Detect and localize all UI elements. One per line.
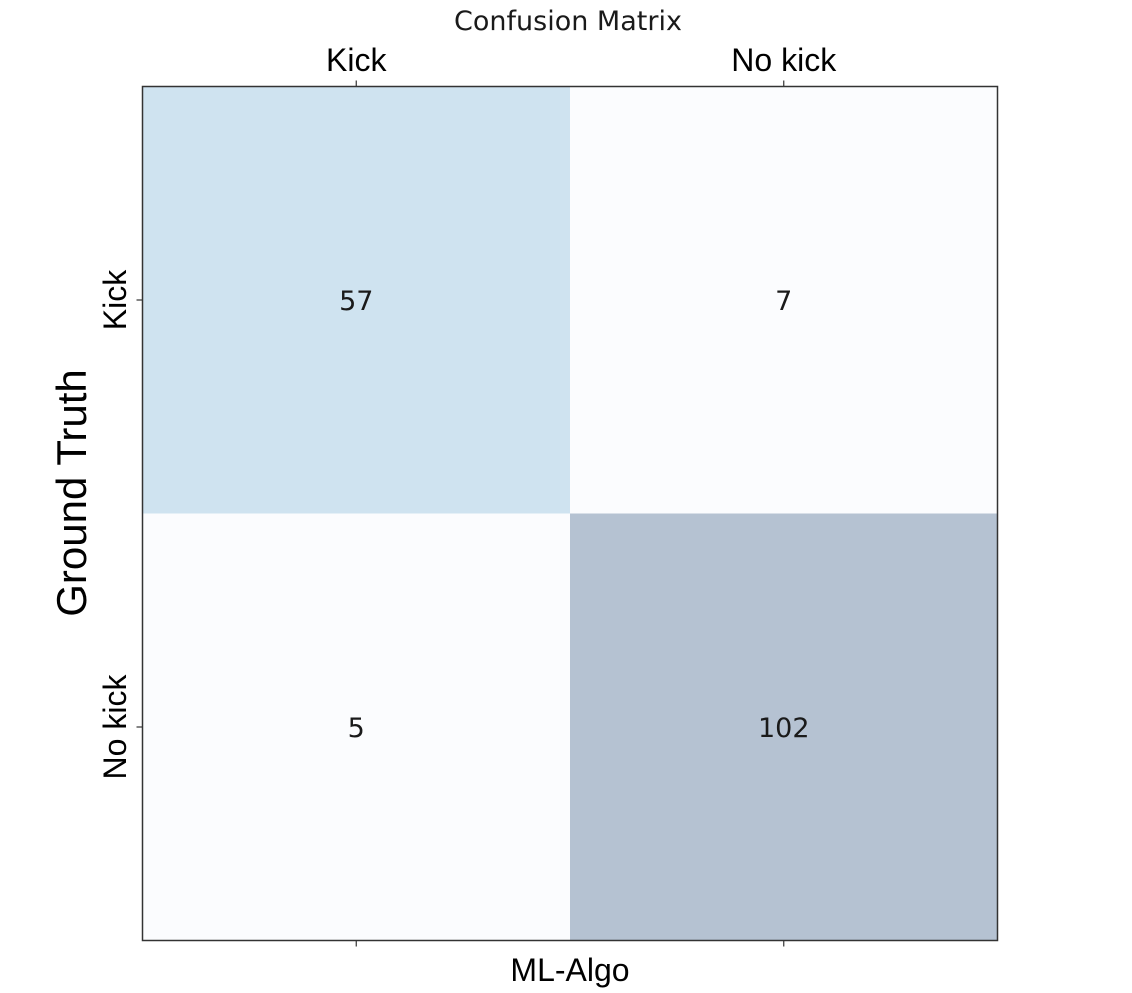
cell-value-label: 57: [339, 286, 373, 317]
heatmap-cell: [570, 86, 998, 514]
y-tick-label: Kick: [97, 269, 133, 330]
x-axis-label: ML-Algo: [510, 952, 629, 988]
cell-value-labels: 57 7 5 102: [339, 286, 809, 744]
heatmap-cells: [142, 86, 998, 941]
y-tick-label: No kick: [97, 674, 133, 780]
x-tick-label: No kick: [731, 42, 837, 78]
axis-ticks: [136, 80, 785, 947]
cell-value-label: 102: [758, 713, 810, 744]
chart-title: Confusion Matrix: [454, 6, 682, 37]
heatmap-cell: [142, 86, 570, 514]
x-tick-labels: Kick No kick: [326, 42, 837, 78]
cell-value-label: 5: [348, 713, 365, 744]
y-axis-label: Ground Truth: [48, 369, 95, 616]
heatmap-cell: [142, 513, 570, 941]
plot-frame: [141, 85, 999, 942]
x-tick-label: Kick: [326, 42, 387, 78]
y-tick-labels: Kick No kick: [97, 269, 133, 780]
cell-value-label: 7: [775, 286, 792, 317]
heatmap-cell: [570, 513, 998, 941]
